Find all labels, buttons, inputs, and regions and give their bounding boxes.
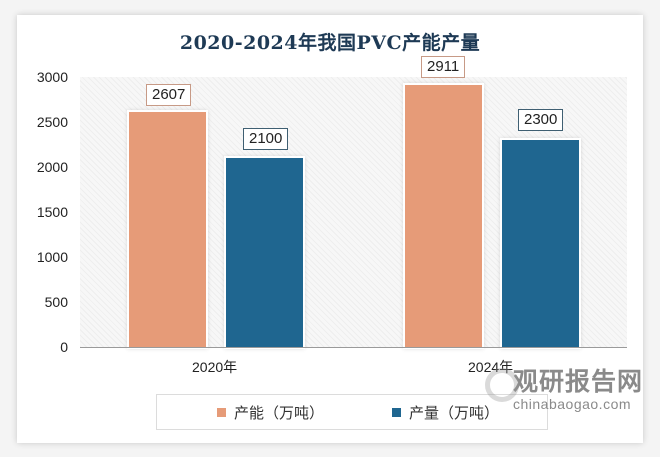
legend: 产能（万吨） 产量（万吨） (156, 394, 548, 430)
y-tick-1500: 1500 (36, 204, 68, 220)
chart-title: 2020-2024年我国PVC产能产量 (179, 32, 481, 54)
bar-2020-capacity (129, 112, 206, 347)
data-label-2020-capacity: 2607 (146, 84, 192, 106)
bar-2020-output (226, 158, 303, 347)
legend-label-output: 产量（万吨） (409, 405, 500, 422)
watermark-domain: chinabaogao.com (513, 396, 632, 412)
legend-label-capacity: 产能（万吨） (234, 405, 325, 422)
watermark: 观研报告网 chinabaogao.com (485, 362, 644, 412)
y-tick-2500: 2500 (36, 114, 68, 130)
y-tick-0: 0 (60, 339, 68, 355)
legend-swatch-capacity (217, 408, 226, 417)
data-label-2020-output: 2100 (243, 128, 289, 150)
x-label-2020: 2020年 (192, 359, 238, 375)
bar-2024-output (502, 140, 579, 347)
bar-2024-capacity (405, 85, 482, 347)
y-tick-1000: 1000 (36, 249, 68, 265)
y-tick-3000: 3000 (36, 69, 68, 85)
legend-item-capacity: 产能（万吨） (217, 402, 324, 423)
watermark-logo-icon (485, 368, 519, 402)
data-label-2024-output: 2300 (518, 109, 564, 131)
y-tick-500: 500 (44, 294, 68, 310)
y-tick-2000: 2000 (36, 159, 68, 175)
data-label-2024-capacity: 2911 (421, 56, 466, 78)
legend-swatch-output (392, 408, 401, 417)
legend-item-output: 产量（万吨） (392, 402, 499, 423)
watermark-name: 观研报告网 (513, 367, 644, 396)
x-axis-line (80, 347, 627, 348)
